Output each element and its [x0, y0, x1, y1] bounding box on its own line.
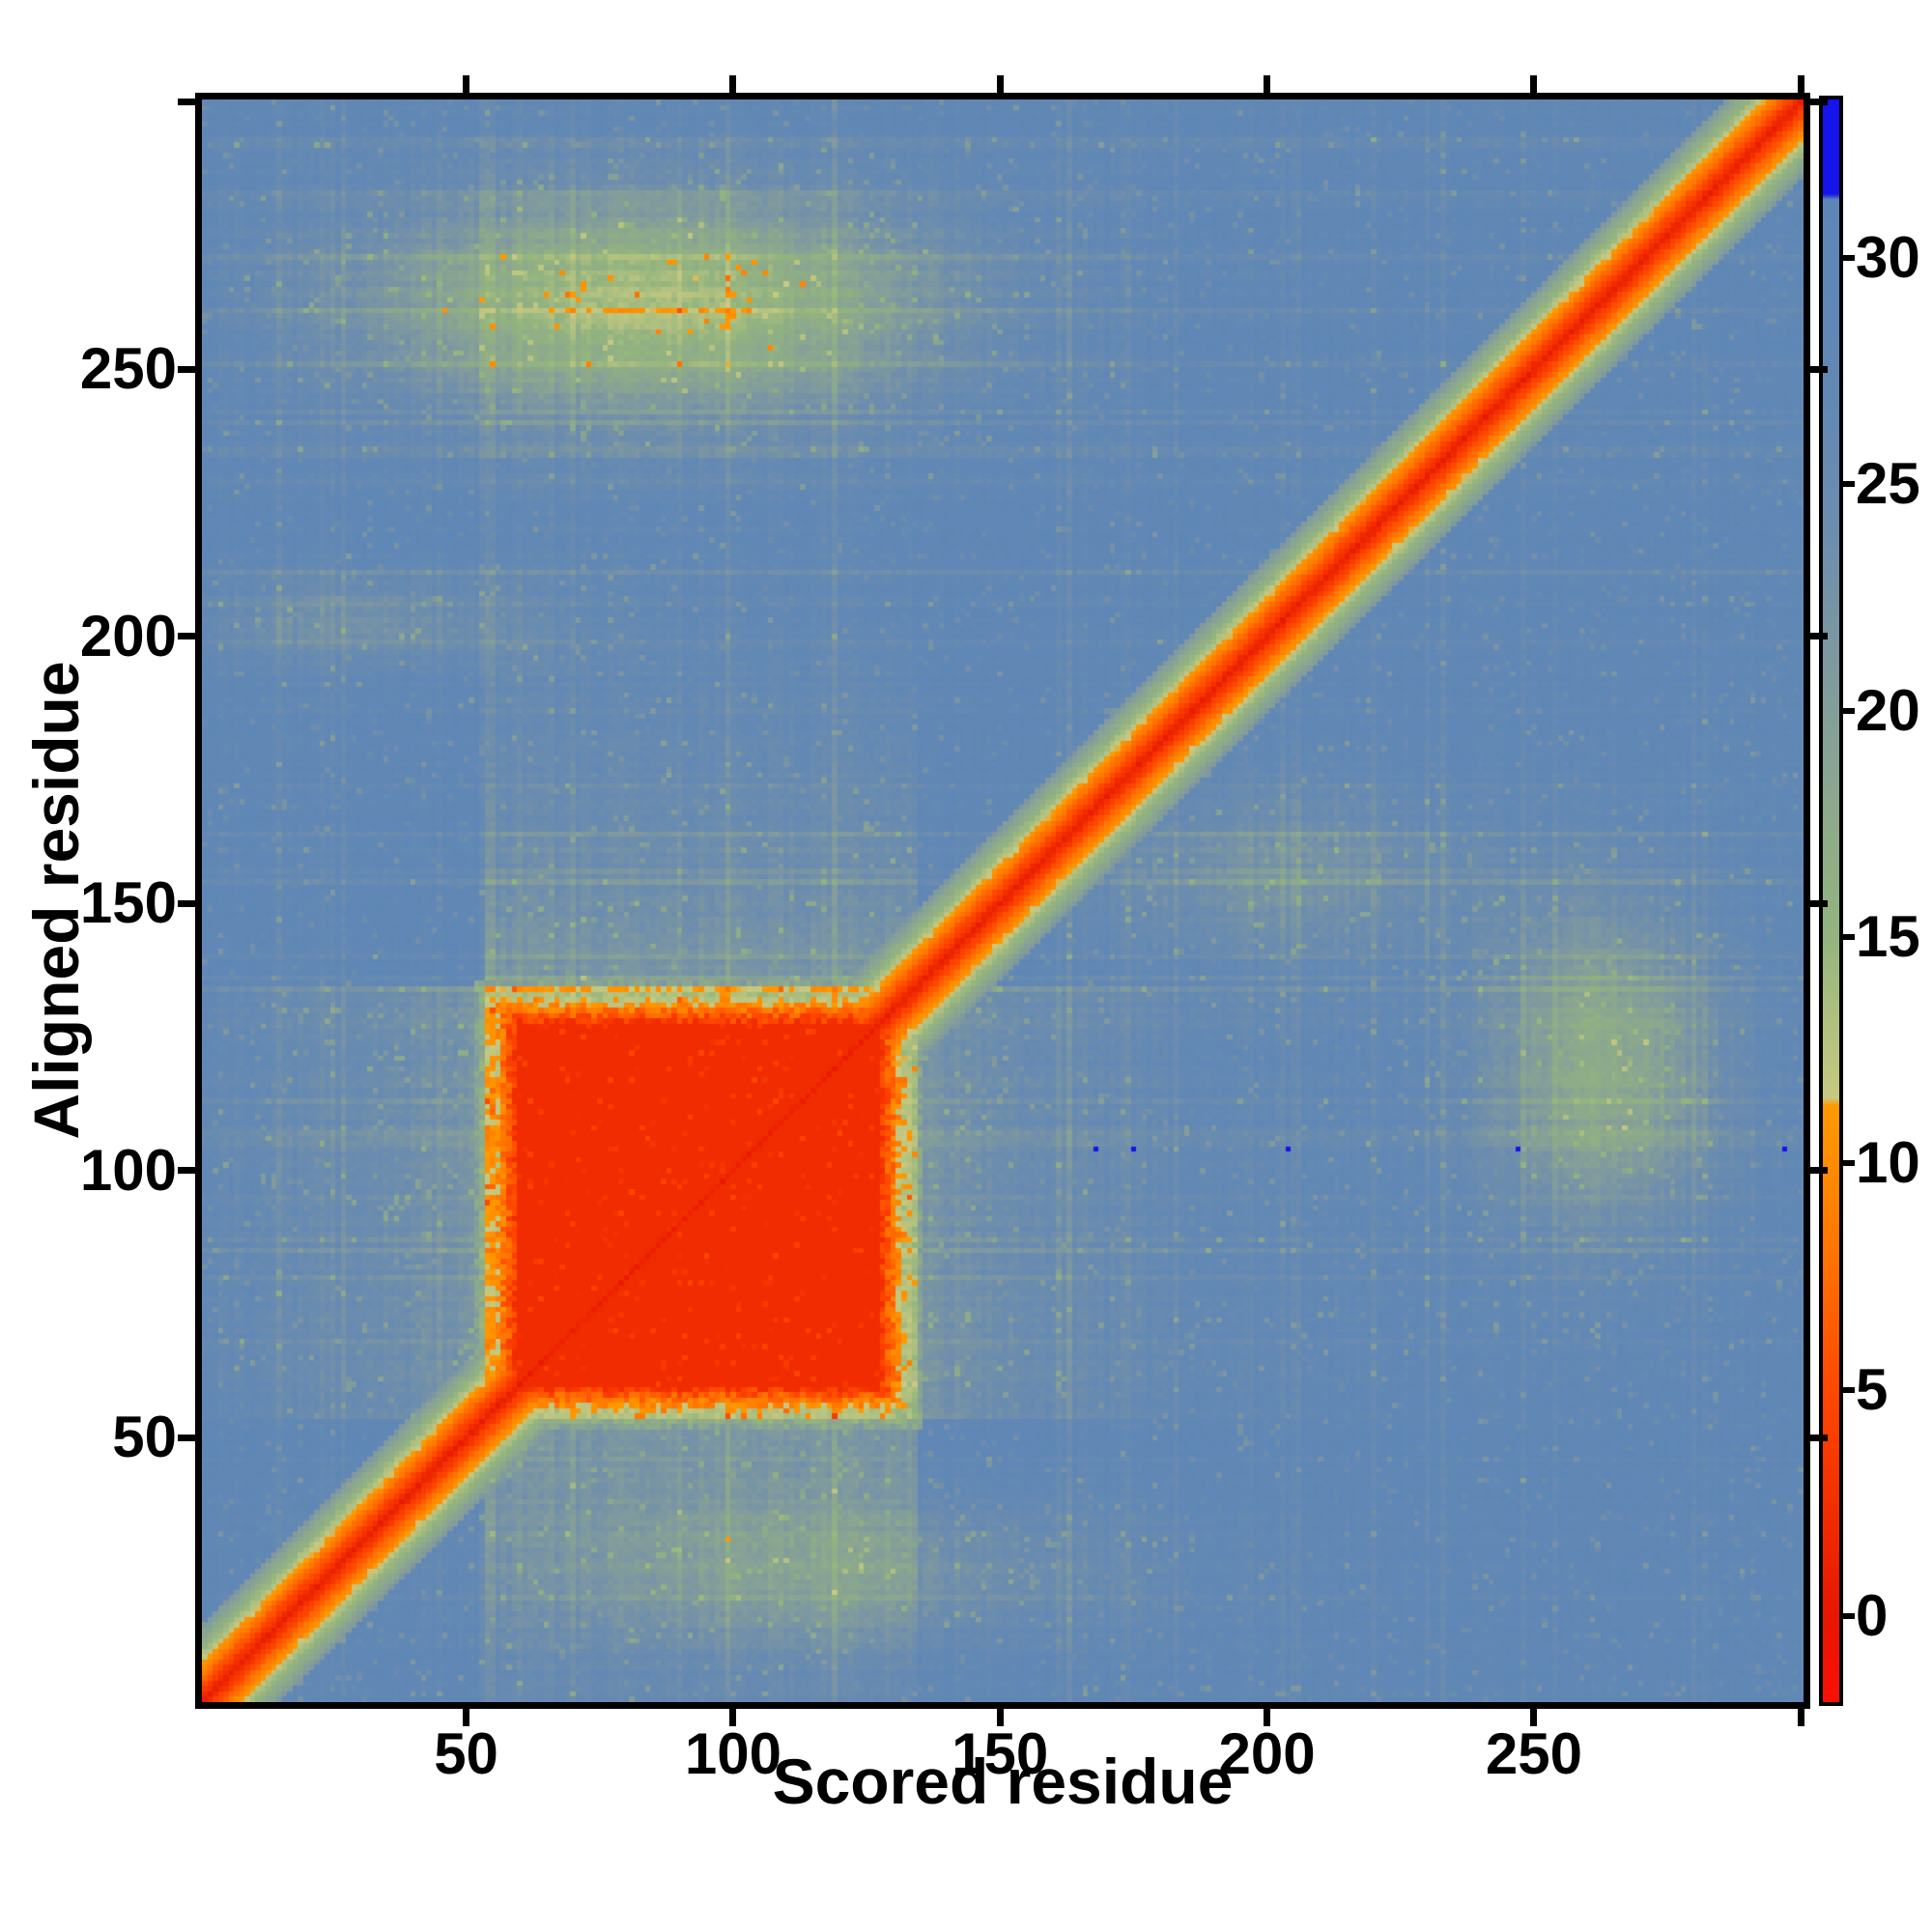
x-axis-bottom-tick — [996, 1709, 1004, 1726]
x-axis-top-tick — [1530, 75, 1538, 93]
y-axis-left-tick — [178, 365, 195, 373]
y-tick-label: 250 — [79, 336, 177, 402]
colorbar-tick — [1843, 1386, 1855, 1393]
x-tick-label: 50 — [434, 1721, 498, 1786]
colorbar-tick — [1843, 1160, 1855, 1167]
x-tick-label: 200 — [1218, 1721, 1316, 1786]
y-tick-label: 100 — [79, 1137, 177, 1203]
colorbar-tick-label: 0 — [1856, 1582, 1889, 1648]
y-axis-left-tick — [178, 899, 195, 907]
y-axis-left-tick — [178, 1434, 195, 1441]
x-axis-top-tick — [1797, 75, 1804, 93]
colorbar-tick — [1843, 481, 1855, 488]
heatmap-canvas — [202, 99, 1804, 1702]
colorbar-tick — [1843, 1612, 1855, 1619]
colorbar-tick-label: 10 — [1856, 1130, 1920, 1196]
colorbar-tick-label: 30 — [1856, 225, 1920, 291]
colorbar-tick-label: 5 — [1856, 1356, 1889, 1422]
x-tick-label: 250 — [1485, 1721, 1582, 1786]
x-axis-top-tick — [996, 75, 1004, 93]
colorbar-tick — [1843, 707, 1855, 714]
y-tick-label: 150 — [79, 870, 177, 936]
y-axis-right-tick — [1810, 633, 1828, 640]
y-axis-left-tick — [178, 633, 195, 640]
y-axis-right-tick — [1810, 1167, 1828, 1175]
x-axis-bottom-tick — [1530, 1709, 1538, 1726]
x-axis-top-tick — [1264, 75, 1271, 93]
colorbar-tick-label: 25 — [1856, 451, 1920, 517]
x-axis-title: Scored residue — [772, 1746, 1234, 1817]
y-axis-left-tick — [178, 1167, 195, 1175]
x-axis-top-tick — [463, 75, 470, 93]
y-axis-right-tick — [1810, 1434, 1828, 1441]
y-axis-right-tick — [1810, 365, 1828, 373]
y-axis-right-tick — [1810, 99, 1828, 106]
colorbar-tick — [1843, 933, 1855, 940]
colorbar-gradient — [1823, 99, 1839, 1702]
x-tick-label: 100 — [684, 1721, 781, 1786]
y-axis-title: Aligned residue — [20, 661, 92, 1140]
colorbar-tick — [1843, 255, 1855, 262]
y-axis-left-tick — [178, 99, 195, 106]
y-axis-right-tick — [1810, 899, 1828, 907]
y-tick-label: 50 — [112, 1405, 177, 1470]
y-tick-label: 200 — [79, 603, 177, 668]
x-axis-bottom-tick — [729, 1709, 737, 1726]
x-axis-bottom-tick — [463, 1709, 470, 1726]
x-axis-bottom-tick — [1264, 1709, 1271, 1726]
x-axis-top-tick — [729, 75, 737, 93]
x-axis-bottom-tick — [1797, 1709, 1804, 1726]
colorbar-tick-label: 20 — [1856, 677, 1920, 743]
x-tick-label: 150 — [952, 1721, 1049, 1786]
colorbar-tick-label: 15 — [1856, 903, 1920, 969]
